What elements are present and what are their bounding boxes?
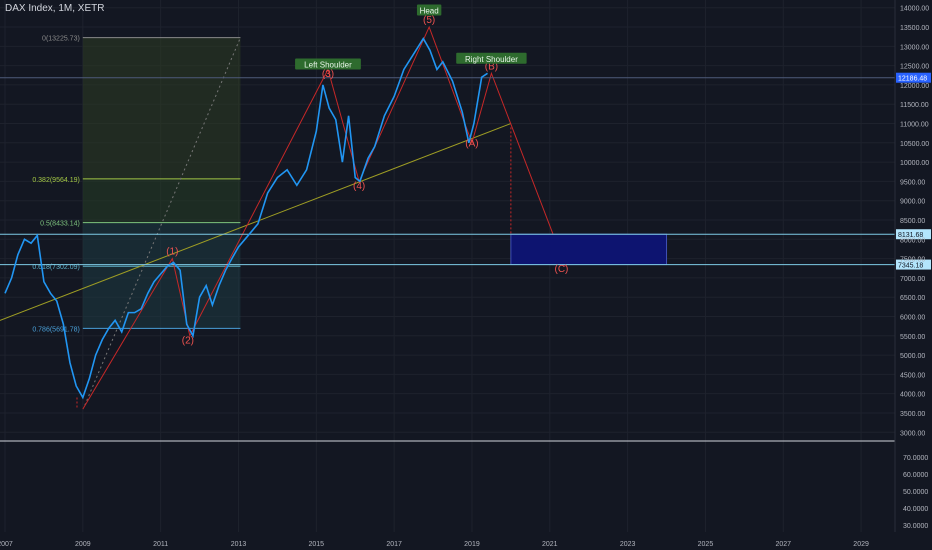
- price-tick-label: 11500.00: [900, 102, 929, 109]
- time-tick-label: 2011: [153, 541, 168, 548]
- pattern-label: Left Shoulder: [304, 61, 352, 70]
- price-label-text: 12186.48: [898, 76, 927, 83]
- time-tick-label: 2017: [386, 541, 402, 548]
- time-tick-label: 2009: [75, 541, 91, 548]
- lower-pane-tick-label: 50.0000: [903, 489, 928, 496]
- price-tick-label: 4500.00: [900, 372, 925, 379]
- price-tick-label: 13000.00: [900, 44, 929, 51]
- lower-pane: 70.0000 60.0000 50.0000 40.0000 30.0000: [903, 455, 928, 530]
- wave-label: (4): [353, 181, 365, 192]
- fib-trend-dotted: [84, 37, 241, 406]
- wave-label: (2): [182, 336, 194, 347]
- price-tick-label: 7000.00: [900, 276, 925, 283]
- price-tick-label: 8000.00: [900, 237, 925, 244]
- price-series: [4, 37, 488, 400]
- price-tick-label: 8500.00: [900, 218, 925, 225]
- pattern-label: Right Shoulder: [465, 55, 518, 64]
- price-label-text: 7345.18: [898, 263, 923, 270]
- lower-pane-tick-label: 40.0000: [903, 506, 928, 513]
- lower-pane-tick-label: 70.0000: [903, 455, 928, 462]
- price-label-text: 8131.68: [898, 232, 923, 239]
- time-tick-label: 2019: [464, 541, 480, 548]
- fib-zone-lower: [82, 222, 241, 329]
- fib-level-label: 0(13225.73): [42, 36, 80, 43]
- wave-label: (A): [465, 139, 478, 150]
- price-tick-label: 7500.00: [900, 257, 925, 264]
- wave-label: (3): [322, 69, 334, 80]
- target-zone-rect: [510, 233, 668, 266]
- price-label-bg: [896, 229, 931, 240]
- horizontal-levels[interactable]: 12186.48 8131.68 7345.18: [0, 72, 931, 442]
- price-tick-label: 9500.00: [900, 179, 925, 186]
- time-axis[interactable]: 2007 2009 2011 2013 2015 2017 2019 2021 2023 2025…: [0, 541, 869, 548]
- price-tick-label: 3000.00: [900, 430, 925, 437]
- price-tick-label: 12500.00: [900, 64, 929, 71]
- price-tick-label: 14000.00: [900, 6, 929, 13]
- wave-labels: (1) (2) (3) (4) (5) (A) (B) (C) Left Shoulder Hea…: [166, 4, 569, 347]
- neckline-trendline: [0, 123, 512, 321]
- fib-level-label: 0.382(9564.19): [32, 177, 79, 184]
- target-box[interactable]: [510, 233, 668, 266]
- fib-level-label: 0.5(8433.14): [40, 221, 80, 228]
- time-tick-label: 2015: [309, 541, 325, 548]
- wave-label: (C): [555, 264, 569, 275]
- price-tick-label: 10500.00: [900, 141, 929, 148]
- fib-zone-upper: [82, 37, 241, 179]
- pattern-label: Head: [420, 7, 439, 16]
- price-tick-label: 6500.00: [900, 295, 925, 302]
- pattern-label-bg: [295, 58, 361, 70]
- price-tick-label: 11000.00: [900, 122, 929, 129]
- time-tick-label: 2023: [620, 541, 636, 548]
- price-tick-label: 10000.00: [900, 160, 929, 167]
- price-tick-label: 12000.00: [900, 83, 929, 90]
- time-tick-label: 2007: [0, 541, 13, 548]
- dax-price-line: [4, 37, 488, 400]
- price-label-bg: [896, 72, 931, 83]
- fib-zone-mid: [82, 178, 241, 223]
- price-tick-label: 3500.00: [900, 411, 925, 418]
- price-tick-label: 5500.00: [900, 334, 925, 341]
- price-tick-label: 4000.00: [900, 392, 925, 399]
- pattern-label-bg: [416, 4, 442, 16]
- fib-level-label: 0.618(7302.09): [32, 264, 79, 271]
- lower-pane-tick-label: 60.0000: [903, 472, 928, 479]
- price-tick-label: 6000.00: [900, 314, 925, 321]
- price-tick-label: 9000.00: [900, 199, 925, 206]
- time-tick-label: 2029: [853, 541, 869, 548]
- time-tick-label: 2013: [231, 541, 247, 548]
- price-tick-label: 5000.00: [900, 353, 925, 360]
- time-tick-label: 2027: [775, 541, 791, 548]
- chart-title: DAX Index, 1M, XETR: [5, 3, 105, 14]
- price-tick-label: 13500.00: [900, 25, 929, 32]
- price-axis[interactable]: 3000.00 3500.00 4000.00 4500.00 5000.00 5500.…: [894, 0, 929, 532]
- fib-level-label: 0.786(5691.78): [32, 326, 79, 333]
- fib-retracement[interactable]: 0(13225.73) 0.382(9564.19) 0.5(8433.14) 0.6…: [32, 36, 241, 406]
- wave-label: (B): [485, 61, 498, 72]
- wave-label: (1): [166, 247, 178, 258]
- wave-label: (5): [423, 15, 435, 26]
- time-tick-label: 2021: [542, 541, 558, 548]
- time-tick-label: 2025: [698, 541, 714, 548]
- pattern-label-bg: [456, 52, 527, 64]
- price-label-bg: [896, 259, 931, 270]
- lower-pane-tick-label: 30.0000: [903, 523, 928, 530]
